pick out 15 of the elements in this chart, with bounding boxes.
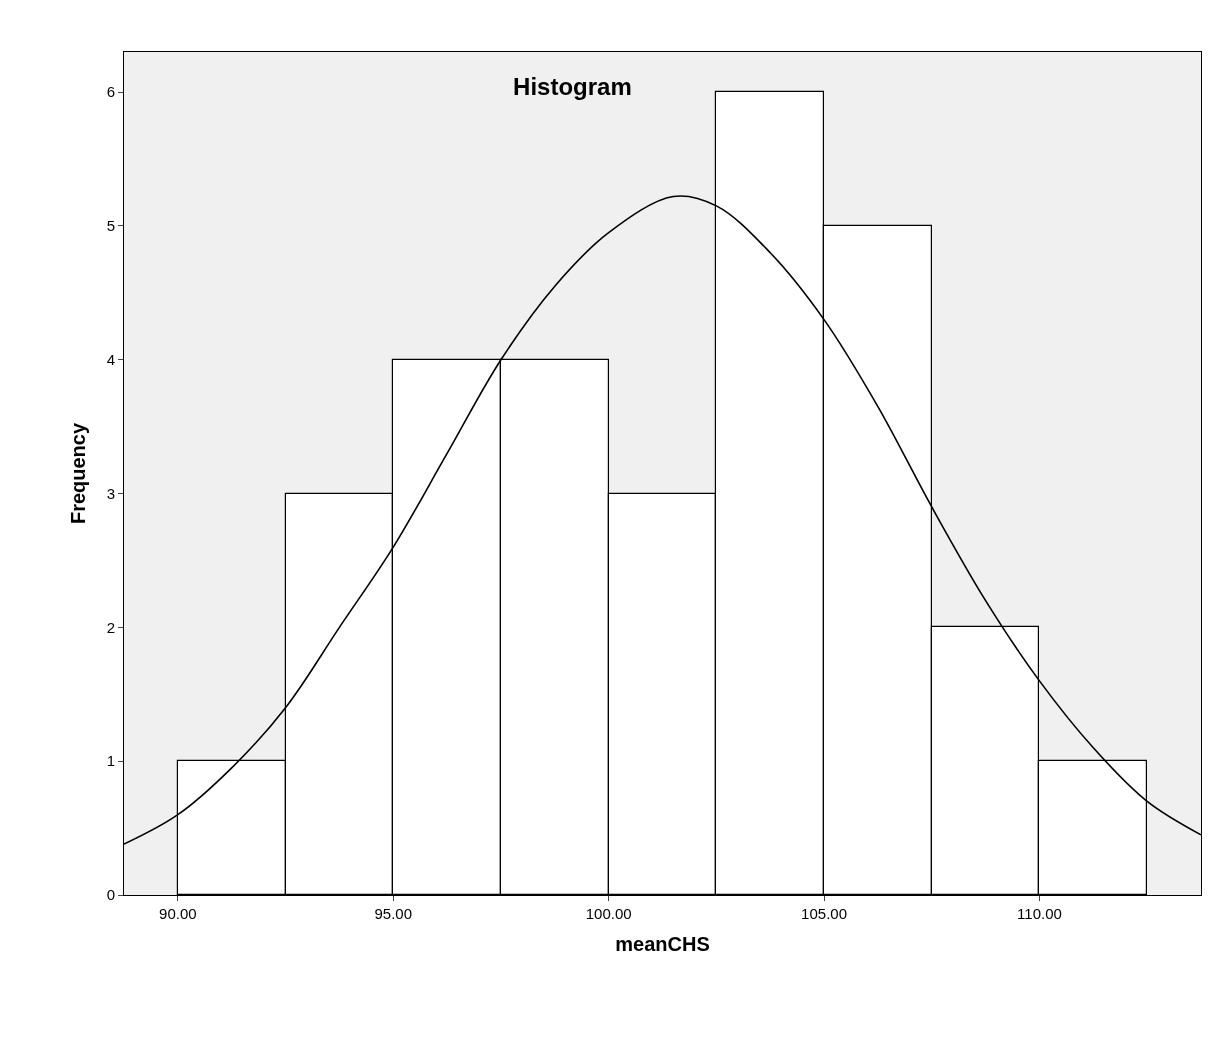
y-tick-label: 6 [106,83,115,101]
y-tick-label: 0 [106,886,115,904]
y-tick-label: 2 [106,618,115,636]
x-tick-label: 95.00 [374,905,413,922]
y-tick-label: 5 [106,217,115,235]
x-axis-title: meanCHS [615,932,710,955]
y-tick-label: 3 [106,484,115,502]
y-tick-label: 4 [106,351,115,369]
y-tick-label: 1 [106,752,115,770]
x-tick-label: 100.00 [585,905,632,922]
x-tick-label: 90.00 [159,905,197,922]
y-axis-title: Frequency [67,422,90,525]
x-tick-label: 105.00 [801,905,847,922]
text: Histogram [513,72,632,100]
x-tick-label: 110.00 [1017,905,1062,922]
